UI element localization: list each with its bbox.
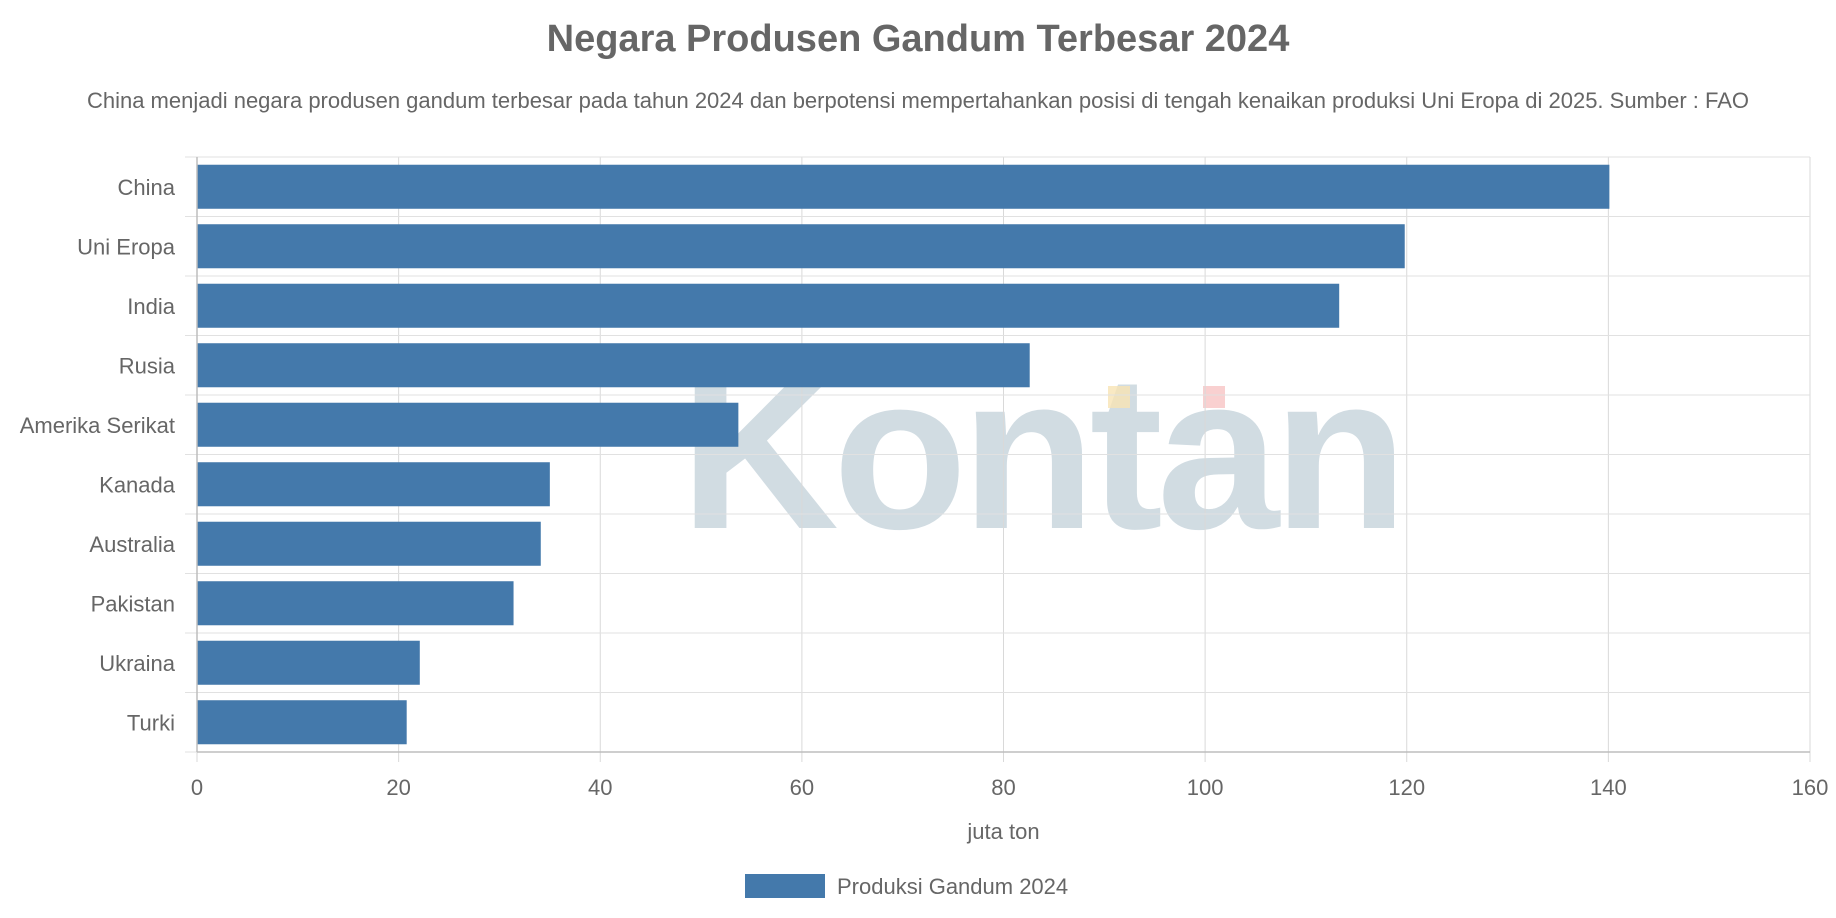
y-tick-label: Ukraina [99, 651, 176, 676]
y-tick-label: Kanada [99, 472, 176, 497]
x-tick-label: 0 [191, 775, 203, 800]
legend[interactable]: Produksi Gandum 2024 [745, 874, 1068, 899]
y-tick-label: Uni Eropa [77, 234, 176, 259]
y-tick-label: India [127, 294, 175, 319]
x-tick-label: 120 [1388, 775, 1425, 800]
x-tick-label: 160 [1792, 775, 1829, 800]
chart-subtitle: China menjadi negara produsen gandum ter… [86, 88, 1750, 113]
y-tick-label: Turki [127, 710, 175, 735]
bar-australia[interactable] [197, 521, 541, 566]
x-axis-title: juta ton [966, 819, 1039, 844]
bar-china[interactable] [197, 164, 1610, 209]
watermark-dot-red [1203, 386, 1225, 408]
x-tick-label: 40 [588, 775, 612, 800]
y-tick-label: China [118, 175, 176, 200]
chart-title: Negara Produsen Gandum Terbesar 2024 [546, 18, 1290, 60]
x-tick-label: 100 [1187, 775, 1224, 800]
x-tick-label: 20 [386, 775, 410, 800]
x-tick-label: 80 [991, 775, 1015, 800]
bar-pakistan[interactable] [197, 581, 514, 626]
x-tick-label: 60 [790, 775, 814, 800]
bar-uni-eropa[interactable] [197, 224, 1405, 269]
legend-swatch[interactable] [745, 874, 825, 898]
watermark-dot-yellow [1108, 386, 1130, 408]
bar-rusia[interactable] [197, 343, 1030, 388]
axes [196, 157, 1810, 753]
tick-labels: China Uni Eropa India Rusia Amerika Serikat K… [20, 175, 1829, 800]
y-tick-label: Pakistan [91, 591, 175, 616]
bar-india[interactable] [197, 283, 1340, 328]
y-tick-label: Rusia [119, 353, 176, 378]
y-tick-label: Australia [89, 532, 175, 557]
x-tick-label: 140 [1590, 775, 1627, 800]
bar-ukraina[interactable] [197, 640, 420, 685]
legend-label[interactable]: Produksi Gandum 2024 [837, 874, 1068, 899]
bar-turki[interactable] [197, 700, 407, 745]
y-tick-label: Amerika Serikat [20, 413, 175, 438]
bar-kanada[interactable] [197, 462, 550, 507]
bars [197, 164, 1610, 745]
bar-amerika-serikat[interactable] [197, 402, 739, 447]
